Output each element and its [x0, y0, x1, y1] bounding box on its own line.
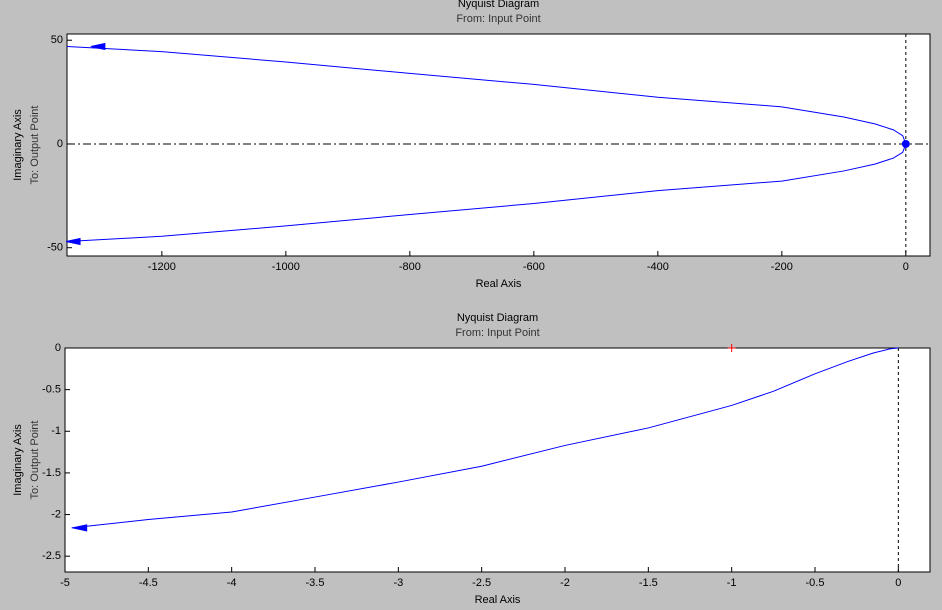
x-tick-label: -600	[523, 261, 545, 273]
x-tick-label: -1200	[148, 261, 176, 273]
y-axis-label: To: Output Point	[29, 421, 41, 500]
y-tick-label: -1.5	[42, 467, 61, 479]
nyquist-curve	[71, 347, 899, 529]
x-tick-label: 0	[895, 577, 901, 589]
chart-title: Nyquist Diagram	[457, 312, 538, 324]
y-tick-label: 50	[51, 34, 63, 46]
y-tick-label: -2	[51, 508, 61, 520]
x-tick-label: -2.5	[472, 577, 491, 589]
x-tick-label: -400	[647, 261, 669, 273]
x-tick-label: -5	[60, 577, 70, 589]
chart-title: Nyquist Diagram	[458, 0, 539, 10]
x-tick-label: -1000	[272, 261, 300, 273]
direction-arrow	[72, 524, 88, 532]
x-axis-label: Real Axis	[475, 594, 521, 606]
x-tick-label: -0.5	[806, 577, 825, 589]
plot-area	[66, 33, 931, 257]
chart-subtitle: From: Input Point	[456, 13, 540, 25]
x-tick-label: 0	[903, 261, 909, 273]
x-axis-label: Real Axis	[476, 278, 522, 290]
direction-arrow	[65, 237, 81, 246]
plot-area	[64, 347, 931, 573]
chart-subtitle: From: Input Point	[455, 327, 539, 339]
y-tick-label: -0.5	[42, 384, 61, 396]
x-tick-label: -3	[393, 577, 403, 589]
critical-point	[727, 344, 736, 352]
y-tick-label: 0	[55, 342, 61, 354]
y-tick-label: 0	[57, 138, 63, 150]
y-axis-label: To: Output Point	[29, 106, 41, 185]
y-axis-label: Imaginary Axis	[12, 109, 24, 181]
y-axis-label: Imaginary Axis	[12, 424, 24, 496]
x-tick-label: -4	[227, 577, 237, 589]
x-tick-label: -200	[771, 261, 793, 273]
direction-arrow	[90, 42, 106, 51]
point-marker	[901, 139, 910, 148]
y-tick-label: -2.5	[42, 550, 61, 562]
y-tick-label: -50	[47, 242, 63, 254]
x-tick-label: -800	[399, 261, 421, 273]
x-tick-label: -1.5	[639, 577, 658, 589]
x-tick-label: -3.5	[306, 577, 325, 589]
x-tick-label: -2	[560, 577, 570, 589]
x-tick-label: -1	[727, 577, 737, 589]
y-tick-label: -1	[51, 425, 61, 437]
x-tick-label: -4.5	[139, 577, 158, 589]
